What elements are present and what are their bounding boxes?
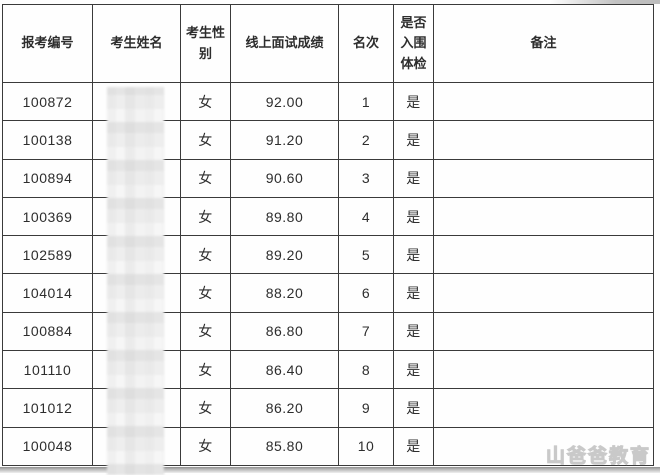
table-row: 101110 女 86.40 8 是 [2,350,654,390]
header-candidate-name: 考生姓名 [92,4,181,83]
cell-remarks [433,388,654,428]
cell-rank: 10 [338,426,394,467]
cell-application-number: 100894 [2,158,93,198]
cell-online-interview-score: 86.80 [230,311,339,352]
header-online-interview-score: 线上面试成绩 [230,4,339,83]
cell-online-interview-score: 88.20 [230,273,339,313]
cell-rank: 3 [338,158,394,198]
cell-shortlisted-for-physical: 是 [393,273,434,313]
cell-remarks [433,120,654,160]
cell-application-number: 101012 [2,388,93,428]
cell-shortlisted-for-physical: 是 [393,235,434,275]
cell-rank: 5 [338,235,394,275]
cell-rank: 2 [338,120,394,160]
cell-rank: 9 [338,388,394,428]
cell-gender: 女 [180,273,231,313]
cell-shortlisted-for-physical: 是 [393,388,434,428]
header-shortlisted-for-physical: 是否入围体检 [393,4,434,83]
cell-rank: 4 [338,196,394,237]
cell-online-interview-score: 90.60 [230,158,339,198]
cell-shortlisted-for-physical: 是 [393,196,434,237]
cell-shortlisted-for-physical: 是 [393,81,434,122]
cell-remarks [433,196,654,237]
cell-shortlisted-for-physical: 是 [393,311,434,352]
cell-gender: 女 [180,426,231,467]
cell-online-interview-score: 86.40 [230,350,339,390]
cell-application-number: 100048 [2,426,93,467]
interview-results-table: 报考编号 考生姓名 考生性别 线上面试成绩 名次 是否入围体检 备注 10087… [2,4,654,467]
cell-rank: 8 [338,350,394,390]
cell-remarks [433,350,654,390]
cell-application-number: 100369 [2,196,93,237]
cell-remarks [433,426,654,467]
cell-shortlisted-for-physical: 是 [393,158,434,198]
cell-application-number: 102589 [2,235,93,275]
page-corner-shadow [550,0,660,4]
header-remarks: 备注 [433,4,654,83]
table-row: 101012 女 86.20 9 是 [2,388,654,428]
cell-remarks [433,273,654,313]
table-row: 100872 女 92.00 1 是 [2,81,654,122]
cell-application-number: 104014 [2,273,93,313]
cell-remarks [433,235,654,275]
header-rank: 名次 [338,4,394,83]
cell-gender: 女 [180,350,231,390]
cell-gender: 女 [180,196,231,237]
header-gender: 考生性别 [180,4,231,83]
table-row: 102589 女 89.20 5 是 [2,235,654,275]
cell-shortlisted-for-physical: 是 [393,426,434,467]
table-row: 100138 女 91.20 2 是 [2,120,654,160]
cell-gender: 女 [180,120,231,160]
cell-online-interview-score: 86.20 [230,388,339,428]
header-row: 报考编号 考生姓名 考生性别 线上面试成绩 名次 是否入围体检 备注 [2,4,654,83]
cell-remarks [433,158,654,198]
cell-application-number: 101110 [2,350,93,390]
cell-online-interview-score: 89.80 [230,196,339,237]
table-row: 100894 女 90.60 3 是 [2,158,654,198]
table-body: 100872 女 92.00 1 是 100138 女 91.20 2 是 10… [2,81,654,467]
watermark-text: 山爸爸教育 [545,446,651,468]
redacted-names-overlay [107,87,164,475]
cell-online-interview-score: 91.20 [230,120,339,160]
cell-remarks [433,311,654,352]
cell-gender: 女 [180,235,231,275]
cell-shortlisted-for-physical: 是 [393,350,434,390]
table-row: 100884 女 86.80 7 是 [2,311,654,352]
cell-application-number: 100138 [2,120,93,160]
cell-rank: 7 [338,311,394,352]
cell-rank: 1 [338,81,394,122]
cell-gender: 女 [180,158,231,198]
cell-online-interview-score: 92.00 [230,81,339,122]
table-row: 100048 女 85.80 10 是 [2,426,654,467]
table-row: 100369 女 89.80 4 是 [2,196,654,237]
cell-application-number: 100884 [2,311,93,352]
cell-shortlisted-for-physical: 是 [393,120,434,160]
cell-application-number: 100872 [2,81,93,122]
cell-online-interview-score: 85.80 [230,426,339,467]
cell-remarks [433,81,654,122]
cell-gender: 女 [180,81,231,122]
cell-gender: 女 [180,388,231,428]
cell-gender: 女 [180,311,231,352]
header-application-number: 报考编号 [2,4,93,83]
cell-rank: 6 [338,273,394,313]
table-row: 104014 女 88.20 6 是 [2,273,654,313]
page-bottom-shadow [0,467,660,473]
cell-online-interview-score: 89.20 [230,235,339,275]
